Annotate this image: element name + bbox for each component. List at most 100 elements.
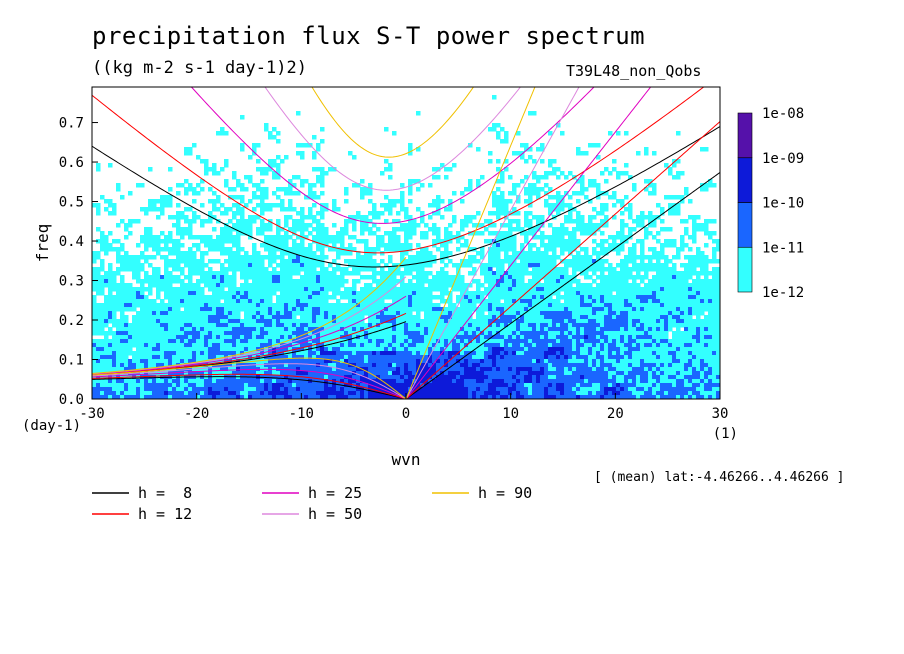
heatmap-cell: [684, 255, 689, 260]
heatmap-cell: [652, 299, 657, 304]
heatmap-cell: [132, 287, 137, 292]
heatmap-cell: [532, 315, 537, 320]
heatmap-cell: [580, 215, 585, 220]
heatmap-cell: [236, 263, 241, 268]
heatmap-cell: [196, 327, 201, 332]
heatmap-cell: [148, 279, 153, 284]
heatmap-cell: [404, 235, 409, 240]
heatmap-cell: [156, 215, 161, 220]
heatmap-cell: [512, 183, 517, 188]
heatmap-cell: [468, 143, 473, 148]
heatmap-cell: [544, 251, 549, 256]
heatmap-cell: [388, 199, 393, 204]
heatmap-cell: [676, 171, 681, 176]
heatmap-cell: [292, 259, 297, 264]
heatmap-cell: [636, 275, 641, 280]
heatmap-cell: [284, 239, 289, 244]
heatmap-cell: [344, 259, 349, 264]
heatmap-cell: [228, 335, 233, 340]
heatmap-cell: [376, 227, 381, 232]
heatmap-cell: [664, 315, 669, 320]
heatmap-cell: [644, 283, 649, 288]
heatmap-cell: [604, 179, 609, 184]
heatmap-cell: [464, 351, 469, 356]
heatmap-cell: [196, 319, 201, 324]
heatmap-cell: [232, 315, 237, 320]
heatmap-cell: [700, 291, 705, 296]
heatmap-cell: [300, 327, 305, 332]
heatmap-cell: [140, 335, 145, 340]
heatmap-cell: [592, 327, 597, 332]
heatmap-cell: [572, 331, 577, 336]
heatmap-cell: [396, 335, 401, 340]
heatmap-cell: [612, 195, 617, 200]
heatmap-cell: [200, 275, 205, 280]
heatmap-cell: [184, 207, 189, 212]
heatmap-cell: [324, 275, 329, 280]
heatmap-cell: [576, 263, 581, 268]
heatmap-cell: [380, 299, 385, 304]
heatmap-cell: [652, 275, 657, 280]
heatmap-cell: [668, 207, 673, 212]
heatmap-cell: [112, 287, 117, 292]
heatmap-cell: [168, 259, 173, 264]
heatmap-cell: [416, 311, 421, 316]
heatmap-cell: [704, 343, 709, 348]
heatmap-cell: [420, 211, 425, 216]
heatmap-cell: [276, 227, 281, 232]
heatmap-cell: [452, 351, 457, 356]
heatmap-cell: [224, 351, 229, 356]
heatmap-cell: [536, 335, 541, 340]
heatmap-cell: [464, 299, 469, 304]
heatmap-cell: [120, 219, 125, 224]
heatmap-cell: [328, 283, 333, 288]
heatmap-cell: [120, 247, 125, 252]
heatmap-cell: [552, 303, 557, 308]
heatmap-cell: [308, 211, 313, 216]
heatmap-cell: [424, 231, 429, 236]
heatmap-cell: [264, 227, 269, 232]
heatmap-cell: [508, 303, 513, 308]
heatmap-cell: [348, 295, 353, 300]
heatmap-cell: [484, 291, 489, 296]
heatmap-cell: [108, 303, 113, 308]
heatmap-cell: [288, 251, 293, 256]
heatmap-cell: [96, 255, 101, 260]
heatmap-cell: [540, 315, 545, 320]
heatmap-cell: [468, 343, 473, 348]
heatmap-cell: [376, 211, 381, 216]
heatmap-cell: [312, 323, 317, 328]
heatmap-cell: [584, 291, 589, 296]
heatmap-cell: [536, 147, 541, 152]
heatmap-cell: [260, 327, 265, 332]
heatmap-cell: [308, 299, 313, 304]
heatmap-cell: [256, 215, 261, 220]
heatmap-cell: [648, 287, 653, 292]
heatmap-cell: [352, 235, 357, 240]
heatmap-cell: [676, 255, 681, 260]
heatmap-cell: [284, 279, 289, 284]
heatmap-cell: [432, 335, 437, 340]
heatmap-cell: [236, 327, 241, 332]
heatmap-cell: [260, 227, 265, 232]
heatmap-cell: [544, 203, 549, 208]
heatmap-cell: [132, 339, 137, 344]
heatmap-cell: [480, 231, 485, 236]
heatmap-cell: [524, 219, 529, 224]
heatmap-cell: [116, 251, 121, 256]
heatmap-cell: [616, 275, 621, 280]
heatmap-cell: [668, 315, 673, 320]
heatmap-cell: [356, 327, 361, 332]
heatmap-cell: [108, 247, 113, 252]
heatmap-cell: [324, 335, 329, 340]
heatmap-cell: [180, 255, 185, 260]
heatmap-cell: [208, 235, 213, 240]
heatmap-cell: [424, 339, 429, 344]
heatmap-cell: [316, 287, 321, 292]
heatmap-cell: [396, 327, 401, 332]
heatmap-cell: [248, 331, 253, 336]
heatmap-cell: [552, 171, 557, 176]
heatmap-cell: [536, 259, 541, 264]
heatmap-cell: [244, 319, 249, 324]
heatmap-cell: [376, 343, 381, 348]
